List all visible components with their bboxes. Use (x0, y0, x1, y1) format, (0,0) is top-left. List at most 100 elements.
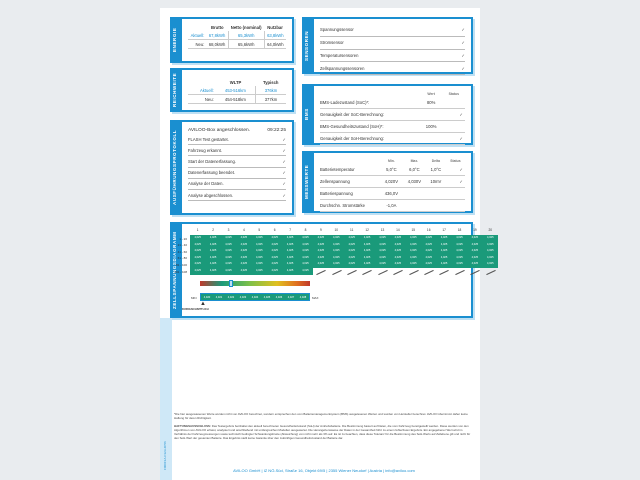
row-label: Aktuell: (199, 87, 214, 93)
cell-voltage: 4,025 (297, 235, 314, 242)
cell-voltage: 4,025 (374, 248, 391, 255)
column-number: 12 (365, 228, 369, 232)
measurements-label: MESSWERTE (304, 153, 314, 211)
cell-voltage: 4,025 (390, 241, 406, 249)
cell-voltage: 4,025 (421, 241, 437, 249)
cell-voltage: 4,025 (220, 235, 237, 242)
cell-voltage: 4,025 (390, 261, 406, 268)
cell-voltage: 4,025 (205, 235, 221, 242)
log-item: Fahrzeug erkannt. ✓ (188, 145, 286, 157)
cell-voltage: 4,025 (236, 261, 252, 268)
cell-voltage: 4,025 (282, 261, 298, 268)
check-icon: ✓ (461, 52, 465, 58)
footer-note: *Die hier ausgewiesenen Werte wurden nic… (174, 412, 468, 420)
row-value: 63,8kWh (267, 32, 284, 38)
check-icon: ✓ (282, 170, 286, 176)
cell-voltage: 4,025 (467, 241, 483, 249)
cell-voltage: 4,025 (267, 268, 283, 275)
column-number: 13 (380, 228, 385, 232)
energy-card: ENERGIE Brutto Netto (nominal) Nutzbar Aktu… (170, 17, 294, 63)
row-value: 67,8kWh (206, 31, 229, 40)
cell-voltage: 4,025 (421, 235, 437, 242)
empty-cell-dash (408, 269, 419, 276)
column-header: Max. (410, 158, 419, 163)
row-value: 65,6kWh (228, 39, 265, 49)
row-value: 454-518km (215, 94, 256, 104)
cell-voltage: 4,025 (297, 248, 314, 255)
cell-voltage: 4,025 (282, 241, 298, 249)
column-number: 5 (258, 228, 261, 232)
cell-voltage: 4,025 (436, 254, 452, 262)
column-header: WLTP (229, 79, 242, 85)
check-icon: ✓ (459, 136, 463, 141)
row-value (403, 200, 426, 212)
log-time: 09:22:25 (267, 128, 286, 133)
cell-voltage: 4,025 (451, 235, 468, 242)
column-number: 17 (442, 228, 446, 232)
check-icon: ✓ (282, 158, 286, 164)
cell-voltage: 4,025 (297, 254, 314, 262)
row-value: 68,0kWh (206, 39, 229, 49)
scale-value: 4,023 (239, 295, 247, 299)
cell-voltage: 4,025 (467, 261, 483, 268)
empty-cell-dash (362, 269, 373, 276)
row-label: Genauigkeit der SoH-Berechnung: (320, 136, 385, 141)
table-row: Batteriespannung 436,0V (320, 188, 465, 200)
cell-voltage: 4,025 (482, 254, 498, 262)
row-label: Aktuell: (190, 32, 205, 38)
log-item-text: Fahrzeug erkannt. (188, 147, 222, 153)
table-row: Neu: 454-518km 377km (188, 94, 286, 104)
cell-voltage: 4,025 (236, 268, 252, 275)
cell-voltage: 4,025 (220, 261, 237, 268)
row-value: 376km (264, 87, 278, 93)
row-value: 453-516km (215, 86, 256, 95)
log-item-text: Analyse abgeschlossen. (188, 192, 234, 198)
log-item: Analyse abgeschlossen. ✓ (188, 190, 286, 202)
scale-value: 4,024 (251, 295, 259, 299)
row-label: 61 - 80 (177, 256, 187, 261)
cell-voltage: 4,025 (205, 268, 221, 275)
cell-voltage: 4,025 (467, 254, 483, 262)
column-header: Status (448, 91, 459, 96)
row-value: 377km (264, 96, 278, 102)
row-value: 10mV (430, 179, 442, 184)
row-label: Neu: (204, 96, 214, 102)
cell-voltage: 4,025 (205, 241, 221, 249)
cell-voltage: 4,025 (267, 248, 283, 255)
row-value (403, 188, 426, 200)
cell-voltage: 4,025 (251, 254, 267, 262)
column-header: Netto (nominal) (230, 24, 262, 30)
table-row: Neu: 68,0kWh 65,6kWh 64,0kWh (188, 39, 286, 49)
cell-voltage: 4,025 (251, 241, 267, 249)
cell-voltage: 4,025 (328, 248, 344, 255)
column-number: 14 (396, 228, 400, 232)
measurements-card: MESSWERTE Min. Max. Delta Status Batterietem… (302, 151, 473, 213)
column-header: Nutzbar (267, 24, 283, 30)
cell-voltage: 4,025 (236, 235, 252, 242)
cell-voltage: 4,025 (205, 248, 221, 255)
cell-voltage: 4,025 (205, 254, 221, 262)
cell-voltage: 4,025 (482, 248, 498, 255)
column-number: 10 (334, 228, 339, 232)
log-item: Datenerfassung beendet. ✓ (188, 168, 286, 179)
cell-voltage: 4,025 (344, 254, 360, 262)
log-item-text: FLASH Test gestartet. (188, 136, 229, 142)
cell-voltage: 4,025 (374, 254, 391, 262)
empty-cell-dash (455, 269, 465, 276)
column-number: 15 (411, 228, 416, 232)
sensor-item: Stromsensor ✓ (320, 37, 465, 50)
row-value: 4,020V (384, 179, 398, 184)
cell-voltage: 4,025 (190, 268, 206, 275)
check-icon: ✓ (282, 147, 286, 153)
sensor-name: Temperatursensoren (320, 52, 359, 58)
footer-disclaimer: HAFTUNGSAUSSCHLUSS: Das Testergebnis bei… (174, 424, 474, 440)
scale-value: 4,025 (263, 295, 271, 299)
cell-voltage: 4,025 (220, 241, 237, 249)
row-value (420, 109, 443, 121)
cell-voltage: 4,025 (482, 261, 498, 268)
cell-voltage: 4,025 (451, 261, 468, 268)
sensor-name: Zellspannungssensoren (320, 65, 365, 71)
cell-voltage: 4,025 (328, 235, 344, 242)
row-value: 4,030V (407, 179, 422, 184)
cell-voltage: 4,025 (251, 268, 267, 275)
